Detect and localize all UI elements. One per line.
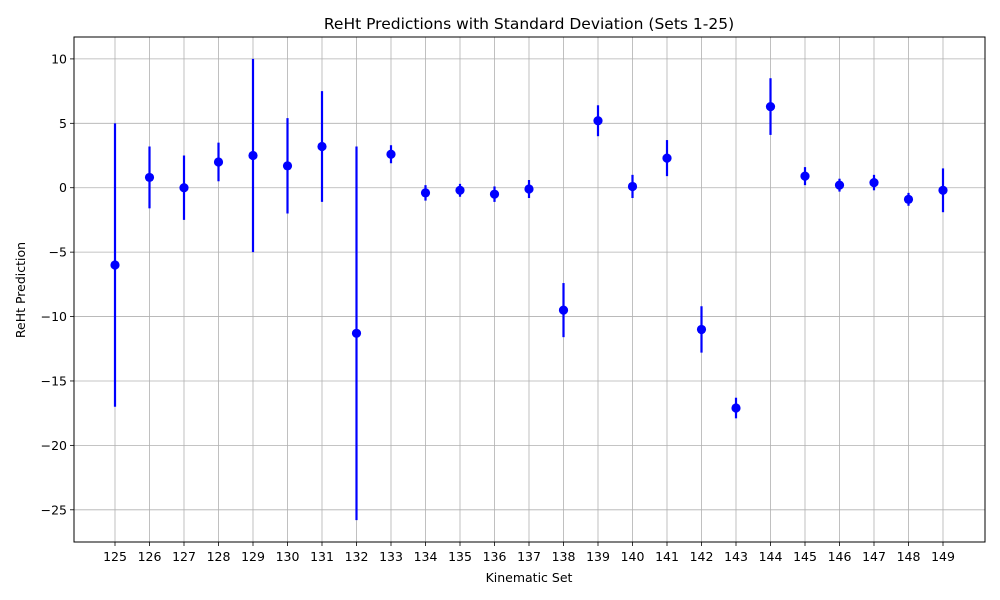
data-point bbox=[593, 116, 603, 126]
data-point bbox=[144, 172, 155, 183]
data-point bbox=[662, 153, 672, 163]
x-tick-label: 125 bbox=[103, 549, 127, 564]
data-point bbox=[282, 161, 293, 171]
x-tick-label: 134 bbox=[414, 549, 438, 564]
x-tick-label: 128 bbox=[207, 549, 231, 564]
x-tick-label: 140 bbox=[621, 549, 645, 564]
data-point bbox=[834, 180, 845, 190]
data-point bbox=[420, 188, 431, 198]
x-tick-label: 145 bbox=[793, 549, 817, 564]
data-point bbox=[731, 403, 741, 413]
x-tick-label: 141 bbox=[655, 549, 679, 564]
x-tick-label: 127 bbox=[172, 549, 196, 564]
y-tick-label: −5 bbox=[49, 245, 67, 260]
data-point bbox=[938, 185, 948, 195]
data-point bbox=[558, 305, 569, 315]
data-points bbox=[110, 101, 948, 413]
y-axis-ticks: 10 5 0 −5 −10 −15 −20 −25 bbox=[41, 51, 74, 517]
chart-title: ReHt Predictions with Standard Deviation… bbox=[324, 15, 734, 33]
y-axis-label: ReHt Prediction bbox=[13, 242, 28, 338]
data-point bbox=[903, 194, 914, 204]
data-point bbox=[627, 181, 638, 192]
x-tick-label: 135 bbox=[448, 549, 472, 564]
x-tick-label: 149 bbox=[931, 549, 955, 564]
data-point bbox=[179, 183, 189, 193]
y-tick-label: 5 bbox=[59, 116, 67, 131]
plot-area-frame bbox=[73, 36, 986, 543]
x-tick-label: 126 bbox=[138, 549, 162, 564]
data-point bbox=[213, 157, 224, 167]
x-axis-label: Kinematic Set bbox=[486, 570, 573, 585]
y-tick-label: −25 bbox=[41, 502, 67, 517]
x-tick-label: 131 bbox=[310, 549, 334, 564]
x-tick-label: 143 bbox=[724, 549, 748, 564]
x-tick-label: 148 bbox=[897, 549, 921, 564]
x-tick-label: 144 bbox=[759, 549, 783, 564]
x-tick-label: 130 bbox=[276, 549, 300, 564]
data-point bbox=[386, 149, 396, 159]
x-tick-label: 138 bbox=[552, 549, 576, 564]
data-point bbox=[869, 177, 879, 188]
x-tick-label: 136 bbox=[483, 549, 507, 564]
grid-lines bbox=[74, 37, 985, 542]
x-tick-label: 129 bbox=[241, 549, 265, 564]
x-tick-label: 137 bbox=[517, 549, 541, 564]
x-tick-label: 147 bbox=[862, 549, 886, 564]
x-tick-label: 132 bbox=[345, 549, 369, 564]
y-tick-label: 0 bbox=[59, 180, 67, 195]
x-tick-label: 142 bbox=[690, 549, 714, 564]
data-point bbox=[455, 185, 465, 195]
data-point bbox=[489, 189, 500, 199]
data-point bbox=[351, 328, 362, 338]
y-tick-label: −10 bbox=[41, 309, 67, 324]
data-point bbox=[765, 101, 776, 112]
y-tick-label: −15 bbox=[41, 373, 67, 388]
x-tick-label: 139 bbox=[586, 549, 610, 564]
x-tick-label: 133 bbox=[379, 549, 403, 564]
y-tick-label: −20 bbox=[41, 438, 67, 453]
data-point bbox=[317, 141, 327, 152]
x-tick-label: 146 bbox=[828, 549, 852, 564]
data-point bbox=[524, 184, 534, 194]
data-point bbox=[110, 260, 120, 270]
y-tick-label: 10 bbox=[51, 51, 67, 66]
data-point bbox=[696, 324, 707, 335]
x-axis-ticks: 125 126 127 128 129 130 131 132 133 134 135 136 137 1… bbox=[103, 542, 955, 564]
data-point bbox=[248, 150, 258, 161]
data-point bbox=[800, 171, 810, 181]
